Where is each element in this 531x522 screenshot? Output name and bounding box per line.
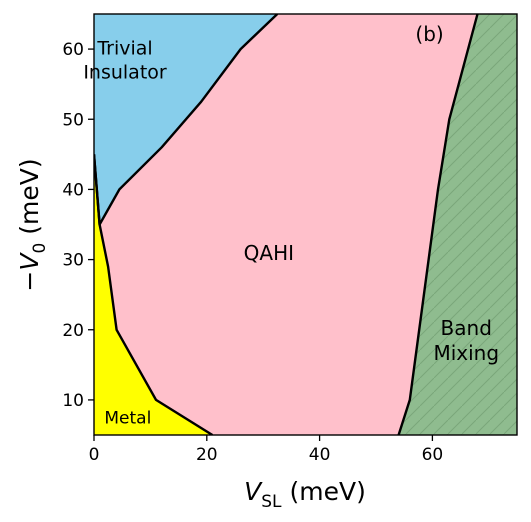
x-tick-label: 40 (309, 445, 331, 465)
y-tick-label: 10 (62, 391, 84, 411)
ticks-layer: 0 20 40 60 10 20 30 40 50 60 (62, 40, 443, 465)
region-label-qahi: QAHI (244, 241, 294, 265)
region-label-metal: Metal (104, 409, 151, 429)
region-qahi (99, 14, 478, 435)
boundaries-layer (94, 14, 479, 435)
region-metal (94, 154, 213, 435)
x-tick-label: 0 (89, 445, 100, 465)
y-tick-label: 30 (62, 251, 84, 271)
y-tick-label: 20 (62, 321, 84, 341)
x-axis-label: VSL (meV) (244, 477, 366, 512)
regions-layer (94, 14, 517, 435)
region-labels-layer: Trivial Insulator QAHI Metal Band Mixing (b) (83, 22, 499, 429)
y-tick-label: 40 (62, 180, 84, 200)
phase-boundary-3 (397, 14, 479, 435)
panel-label: (b) (415, 22, 443, 46)
region-band-mixing-hatch (398, 14, 517, 435)
x-tick-label: 20 (196, 445, 218, 465)
phase-boundary-2 (94, 154, 214, 435)
plot-frame (93, 13, 518, 436)
y-axis-label: −V0 (meV) (15, 158, 50, 291)
region-label-trivial-insulator: Trivial Insulator (83, 38, 167, 84)
y-tick-label: 60 (62, 40, 84, 60)
region-label-band-mixing: Band Mixing (433, 316, 499, 365)
y-tick-label: 50 (62, 110, 84, 130)
x-tick-label: 60 (422, 445, 444, 465)
